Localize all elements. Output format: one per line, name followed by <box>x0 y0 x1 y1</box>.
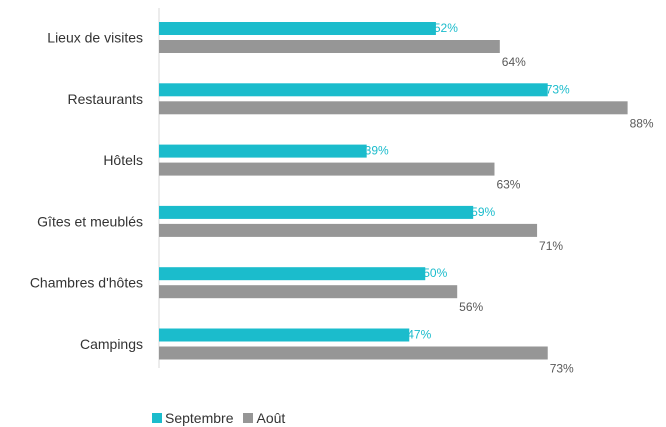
value-label-septembre-restaurants: 73% <box>546 82 570 96</box>
legend-label-aout: Août <box>256 410 286 426</box>
category-label-campings: Campings <box>80 336 143 352</box>
category-label-lieux-de-visites: Lieux de visites <box>47 30 143 46</box>
bar-aout-gites-et-meubles <box>159 223 538 237</box>
value-label-septembre-campings: 47% <box>407 328 431 342</box>
legend-item-septembre: Septembre <box>152 410 233 426</box>
bar-aout-chambres-d-hotes <box>159 285 458 299</box>
value-label-aout-gites-et-meubles: 71% <box>539 239 563 253</box>
legend-label-septembre: Septembre <box>165 410 234 426</box>
bar-septembre-restaurants <box>159 83 548 97</box>
legend-swatch-septembre <box>152 413 162 423</box>
value-label-aout-restaurants: 88% <box>630 116 654 130</box>
bar-chart: Lieux de visites Restaurants Hôtels Gîtes e… <box>30 8 654 376</box>
bar-aout-campings <box>159 346 548 360</box>
bar-aout-lieux-de-visites <box>159 40 500 53</box>
legend-item-aout: Août <box>243 410 285 426</box>
bar-aout-restaurants <box>159 101 628 115</box>
value-label-septembre-chambres-d-hotes: 50% <box>423 266 447 280</box>
value-label-aout-campings: 73% <box>550 362 574 376</box>
category-label-chambres-d-hotes: Chambres d'hôtes <box>30 275 143 291</box>
category-label-hotels: Hôtels <box>103 152 143 168</box>
bar-septembre-gites-et-meubles <box>159 205 474 219</box>
bar-aout-hotels <box>159 162 495 176</box>
category-label-restaurants: Restaurants <box>68 91 143 107</box>
bar-septembre-chambres-d-hotes <box>159 267 426 281</box>
value-label-aout-lieux-de-visites: 64% <box>502 55 526 69</box>
value-label-aout-hotels: 63% <box>496 178 520 192</box>
bar-septembre-campings <box>159 328 410 342</box>
bar-septembre-hotels <box>159 144 367 158</box>
category-label-gites-et-meubles: Gîtes et meublés <box>37 213 143 229</box>
value-label-septembre-hotels: 39% <box>365 144 389 158</box>
bar-septembre-lieux-de-visites <box>159 22 436 35</box>
value-label-aout-chambres-d-hotes: 56% <box>459 300 483 314</box>
value-label-septembre-lieux-de-visites: 52% <box>434 21 458 35</box>
legend-swatch-aout <box>243 413 254 423</box>
value-label-septembre-gites-et-meubles: 59% <box>471 205 495 219</box>
